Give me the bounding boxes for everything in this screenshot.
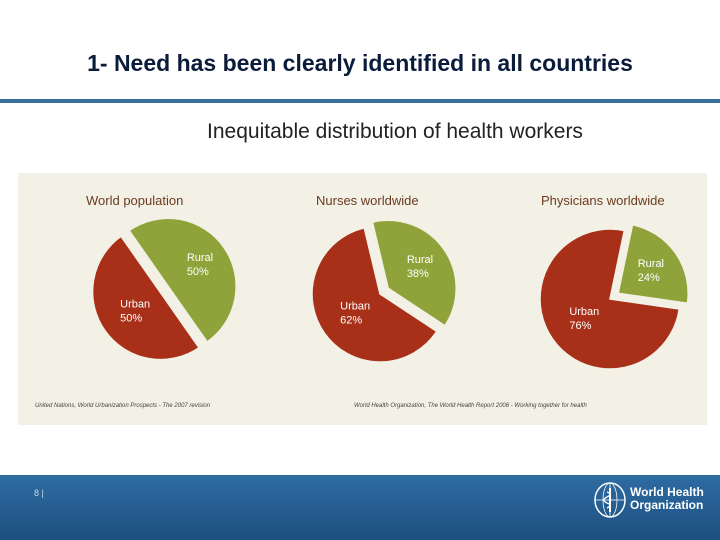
who-emblem-icon [594, 482, 626, 518]
slide-subtitle: Inequitable distribution of health worke… [207, 120, 583, 143]
rural-label: Rural [638, 258, 664, 270]
slide-title: 1- Need has been clearly identified in a… [87, 50, 633, 76]
title-divider [0, 99, 720, 103]
rural-slice [371, 219, 457, 327]
footer-bar: 8 | World Health Organization [0, 475, 720, 540]
urban-value-label: 62% [340, 315, 362, 327]
pie-charts: World population Rural 50% Urban 50% Nurses w… [35, 193, 689, 409]
logo-wordmark: World Health Organization [630, 486, 704, 512]
urban-slice [91, 235, 201, 361]
urban-value-label: 50% [120, 313, 142, 325]
source-left: United Nations, World Urbanization Prosp… [35, 403, 211, 409]
who-logo: World Health Organization [592, 480, 710, 520]
source-right: World Health Organization, The World Hea… [354, 403, 587, 409]
rural-slice [617, 223, 689, 305]
rural-value-label: 50% [187, 266, 209, 278]
urban-slice [311, 226, 438, 363]
chart-title: Physicians worldwide [541, 193, 665, 208]
logo-line-1: World Health [630, 485, 704, 499]
rural-value-label: 24% [638, 272, 660, 284]
urban-label: Urban [340, 301, 370, 313]
chart-title: World population [86, 193, 183, 208]
rural-label: Rural [187, 252, 213, 264]
page-number: 8 | [34, 488, 44, 498]
urban-value-label: 76% [569, 320, 591, 332]
chart-panel: World population Rural 50% Urban 50% Nurses w… [18, 173, 707, 425]
rural-value-label: 38% [407, 268, 429, 280]
urban-label: Urban [569, 306, 599, 318]
logo-line-2: Organization [630, 498, 704, 512]
chart-title: Nurses worldwide [316, 193, 419, 208]
rural-label: Rural [407, 254, 433, 266]
urban-label: Urban [120, 299, 150, 311]
urban-slice [539, 228, 681, 370]
rural-slice [128, 217, 237, 344]
